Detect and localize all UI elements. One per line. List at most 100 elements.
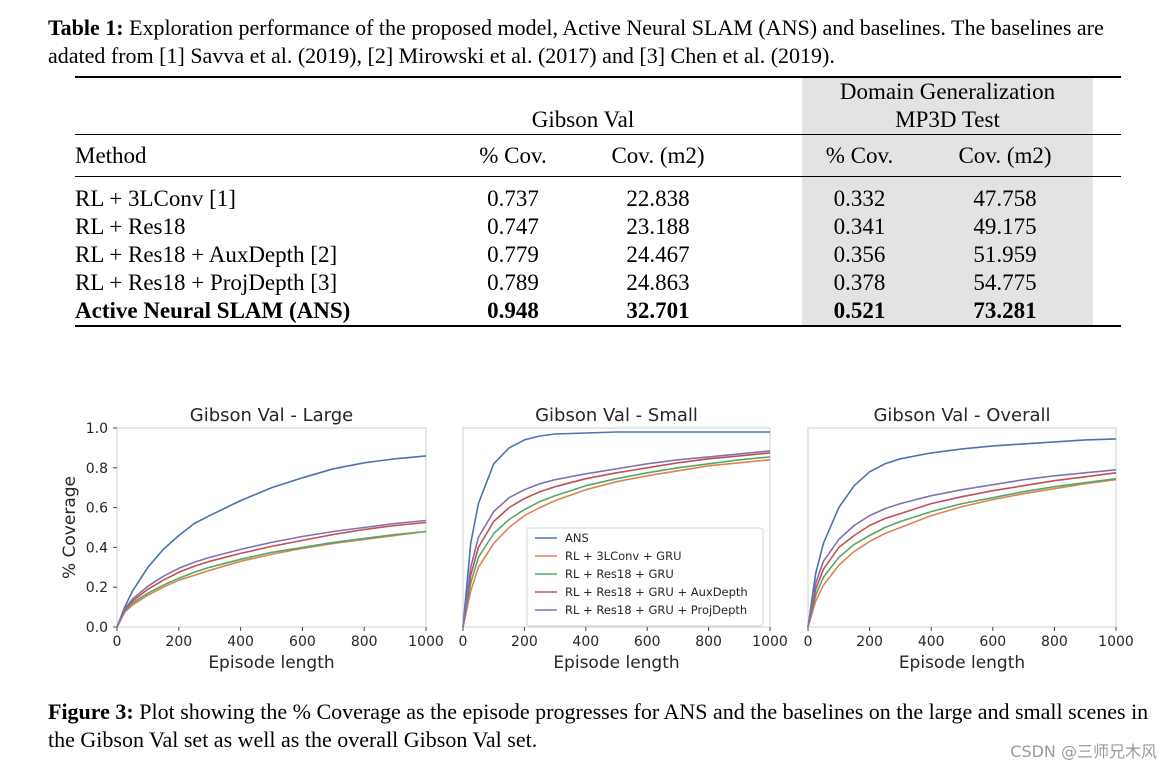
table-group-header-row-1: Domain Generalization [75,77,1121,106]
panel-2-title: Gibson Val - Small [535,405,698,426]
legend-box [526,527,764,627]
panel-2-x-tick-label: 200 [511,634,538,650]
panel-1-series-line [116,521,427,628]
col-method: Method [75,142,147,168]
panel-1-x-tick-label: 400 [227,634,254,650]
col-mp3d-cov-pct: % Cov. [802,134,917,177]
row-mp3d-pct: 0.341 [802,212,917,241]
figure-caption-label: Figure 3: [48,699,134,724]
panel-3-x-axis-label: Episode length [899,653,1025,673]
row-gibson-m2: 24.467 [626,241,690,267]
row-mp3d-m2: 51.959 [917,240,1093,269]
row-mp3d-pct: 0.378 [802,268,917,297]
panel-1-x-axis-label: Episode length [208,653,334,673]
panel-3-series-line [807,477,1117,628]
panel-3-series-line [807,478,1117,628]
group-gibson-val: Gibson Val [531,107,635,132]
row-gibson-pct: 0.948 [487,297,539,323]
panel-1-y-axis-label: % Coverage [60,476,80,579]
panel-1-y-tick-label: 0.4 [86,540,108,556]
panel-1-y-tick-label: 0.6 [86,501,108,517]
panel-3-series-line [807,438,1117,628]
row-method: RL + Res18 + ProjDepth [3] [75,269,338,295]
row-gibson-m2: 23.188 [626,213,690,239]
group-domain-generalization: Domain Generalization [802,77,1093,106]
coverage-figure: Gibson Val - Large 0 200 400 600 800 1000 Episo… [60,405,1134,673]
watermark: CSDN @三师兄木风 [1010,742,1157,761]
legend-label: RL + Res18 + GRU + AuxDepth [565,585,748,599]
row-gibson-m2: 32.701 [626,297,690,323]
panel-3-x-tick-label: 800 [1041,634,1068,650]
panel-3-series-line [807,472,1117,628]
panel-1-y-tick-label: 1.0 [86,421,108,437]
panel-1-x-tick-label: 600 [289,634,316,650]
row-mp3d-m2: 54.775 [917,268,1093,297]
row-mp3d-pct: 0.521 [802,296,917,326]
row-method: Active Neural SLAM (ANS) [75,297,351,323]
panel-1-x-tick-label: 200 [165,634,192,650]
row-mp3d-m2: 47.758 [917,176,1093,213]
panel-3-x-tick-label: 1000 [1098,634,1134,650]
col-mp3d-cov-m2: Cov. (m2) [917,134,1093,177]
panel-2-x-axis-label: Episode length [553,653,679,673]
panel-2-series-line [462,456,771,628]
table-group-header-row-2: Gibson Val MP3D Test [75,106,1121,135]
panel-1-y-tick-label: 0.2 [86,580,108,596]
panel-2-x-tick-label: 600 [634,634,661,650]
legend-label: RL + Res18 + GRU [565,567,674,581]
row-mp3d-m2: 73.281 [917,296,1093,326]
table-row: RL + 3LConv [1] 0.737 22.838 0.332 47.75… [75,176,1121,213]
row-method: RL + 3LConv [1] [75,185,236,211]
panel-1-series-line [116,455,427,628]
panel-3-x-tick-label: 400 [918,634,945,650]
panel-2-series-line [462,459,771,628]
panel-1-y-tick-label: 0.0 [86,620,108,636]
panel-1-series-line [116,530,427,628]
panel-1-x-tick-label: 0 [113,634,122,650]
legend-label: RL + 3LConv + GRU [565,549,682,563]
group-mp3d-test: MP3D Test [802,106,1093,135]
panel-1-series-line [116,519,427,628]
table-row-best: Active Neural SLAM (ANS) 0.948 32.701 0.… [75,296,1121,326]
row-gibson-m2: 24.863 [626,269,690,295]
legend-label: RL + Res18 + GRU + ProjDepth [565,603,747,617]
table-row: RL + Res18 + ProjDepth [3] 0.789 24.863 … [75,268,1121,297]
panel-2-series-line [462,450,771,628]
panel-2-x-tick-label: 400 [572,634,599,650]
row-mp3d-pct: 0.332 [802,176,917,213]
legend-label: ANS [565,531,589,545]
panel-1-y-tick-label: 0.8 [86,461,108,477]
table-caption-label: Table 1: [48,15,124,40]
table-row: RL + Res18 + AuxDepth [2] 0.779 24.467 0… [75,240,1121,269]
panel-3-x-tick-label: 0 [804,634,813,650]
panel-2-series-line [462,431,770,628]
panel-1-x-tick-label: 1000 [408,634,444,650]
panel-1-title: Gibson Val - Large [190,405,353,426]
panel-3-x-tick-label: 200 [856,634,883,650]
panel-2-series-line [462,452,771,628]
row-gibson-m2: 22.838 [626,185,690,211]
results-table: Domain Generalization Gibson Val MP3D Te… [75,76,1121,327]
row-mp3d-m2: 49.175 [917,212,1093,241]
row-gibson-pct: 0.789 [487,269,539,295]
panel-2-x-tick-label: 1000 [752,634,788,650]
row-mp3d-pct: 0.356 [802,240,917,269]
panel-3-title: Gibson Val - Overall [873,405,1050,426]
row-gibson-pct: 0.779 [487,241,539,267]
row-method: RL + Res18 + AuxDepth [2] [75,241,338,267]
panel-3-series-line [807,469,1117,628]
table-row: RL + Res18 0.747 23.188 0.341 49.175 [75,212,1121,241]
figure-caption-text: Plot showing the % Coverage as the episo… [48,699,1149,752]
panel-3-frame [807,427,1117,628]
table-caption: Table 1: Exploration performance of the … [48,14,1158,70]
col-gibson-cov-m2: Cov. (m2) [611,142,705,168]
panel-1-x-tick-label: 800 [351,634,378,650]
col-gibson-cov-pct: % Cov. [479,142,547,168]
panel-2-x-tick-label: 0 [459,634,468,650]
table-caption-text: Exploration performance of the proposed … [48,15,1104,68]
panel-2-x-tick-label: 800 [695,634,722,650]
row-gibson-pct: 0.737 [487,185,539,211]
figure-caption: Figure 3: Plot showing the % Coverage as… [48,698,1158,754]
row-method: RL + Res18 [75,213,186,239]
panel-1-series-line [116,530,427,628]
